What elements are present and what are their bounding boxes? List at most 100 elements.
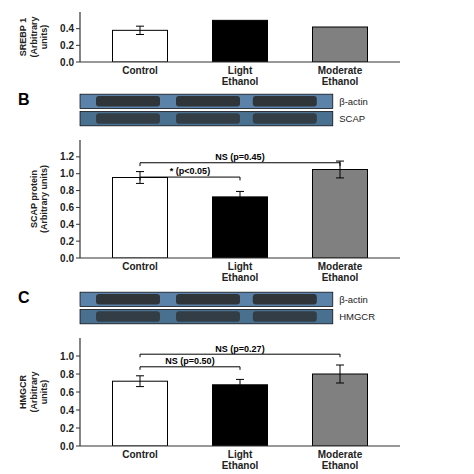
x-tick-label-line: Moderate	[318, 261, 363, 272]
x-tick-label-line: Ethanol	[222, 76, 259, 87]
y-tick-label: 1.2	[60, 151, 74, 162]
error-cap	[236, 202, 244, 203]
bracket-line	[140, 367, 240, 370]
y-tick-label: 0.6	[60, 387, 74, 398]
blot-label: HMGCR	[339, 311, 375, 322]
bar	[113, 30, 168, 62]
x-tick-label-line: Ethanol	[222, 460, 259, 471]
x-tick-label-line: Light	[228, 261, 253, 272]
error-cap	[136, 171, 144, 172]
blot-strip	[80, 309, 333, 323]
y-axis-label-line: SCAP protein	[29, 170, 39, 228]
bar	[213, 385, 268, 446]
x-tick-label: ModerateEthanol	[318, 65, 363, 87]
x-tick-label: Control	[122, 261, 158, 272]
marks	[113, 354, 368, 446]
y-tick-label: 0.4	[60, 405, 74, 416]
x-tick-label-line: Ethanol	[322, 272, 359, 283]
blot-band	[253, 294, 317, 305]
blot-band	[253, 113, 317, 124]
error-cap	[336, 161, 344, 162]
error-bar	[236, 191, 244, 202]
x-axis	[80, 257, 400, 258]
bar	[113, 178, 168, 258]
x-tick-label-line: Ethanol	[322, 460, 359, 471]
error-bar	[236, 379, 244, 390]
blot-band	[96, 294, 160, 305]
x-tick-label: Control	[122, 449, 158, 460]
error-line	[240, 379, 241, 390]
y-axis	[79, 338, 80, 446]
bar	[213, 20, 268, 62]
y-axis-label-line: SREBP 1	[18, 18, 28, 56]
chart-root: 0.00.20.4ControlLightEthanolModerateEtha…	[0, 0, 474, 474]
y-tick-label: 0.2	[60, 40, 74, 51]
blot-panel: β-actinHMGCRC	[18, 289, 375, 324]
error-cap	[136, 386, 144, 387]
bracket-label: * (p<0.05)	[170, 166, 210, 176]
y-tick-label: 0.4	[60, 23, 74, 34]
bracket-label: NS (p=0.45)	[215, 152, 264, 162]
bar	[313, 27, 368, 62]
x-tick-label-line: Control	[122, 65, 158, 76]
error-cap	[336, 365, 344, 366]
error-line	[140, 376, 141, 387]
error-cap	[236, 390, 244, 391]
marks	[113, 161, 368, 258]
y-axis-label-line: (Arbitrary units)	[39, 165, 49, 233]
x-tick-label: LightEthanol	[222, 261, 259, 283]
significance-bracket	[140, 367, 240, 370]
bar	[213, 197, 268, 258]
error-cap	[336, 177, 344, 178]
significance-bracket	[140, 177, 240, 180]
marks	[113, 20, 368, 62]
error-line	[340, 365, 341, 383]
error-bar	[136, 376, 144, 387]
error-line	[240, 191, 241, 202]
error-line	[140, 26, 141, 34]
y-tick-label: 0.6	[60, 202, 74, 213]
bracket-label: NS (p=0.27)	[215, 344, 264, 354]
blot-label: β-actin	[339, 294, 368, 305]
x-tick-label-line: Moderate	[318, 449, 363, 460]
y-axis-label: SREBP 1(Arbitraryunits)	[18, 16, 49, 57]
error-bar	[336, 365, 344, 383]
blot-band	[96, 113, 160, 124]
error-bar	[136, 26, 144, 34]
x-tick-label: ModerateEthanol	[318, 261, 363, 283]
blot-band	[96, 311, 160, 322]
error-cap	[236, 379, 244, 380]
x-tick-label-line: Light	[228, 449, 253, 460]
y-tick-label: 1.0	[60, 168, 74, 179]
blot-band	[96, 96, 160, 107]
y-axis-label-line: units)	[39, 380, 49, 405]
error-cap	[336, 383, 344, 384]
bar	[313, 170, 368, 259]
blot-strip	[80, 111, 333, 125]
y-axis-label: HMGCR(Arbitraryunits)	[18, 371, 49, 412]
bar	[313, 374, 368, 446]
y-tick-label: 0.8	[60, 369, 74, 380]
x-tick-label: Control	[122, 65, 158, 76]
error-cap	[136, 26, 144, 27]
y-axis	[79, 12, 80, 62]
x-axis	[80, 61, 400, 62]
blot-band	[176, 96, 240, 107]
x-axis	[80, 445, 400, 446]
blot-band	[176, 113, 240, 124]
blot-band	[253, 96, 317, 107]
x-tick-label-line: Control	[122, 449, 158, 460]
x-tick-label: LightEthanol	[222, 65, 259, 87]
blot-band	[176, 311, 240, 322]
y-tick-label: 0.2	[60, 423, 74, 434]
error-cap	[136, 375, 144, 376]
blot-label: β-actin	[339, 96, 368, 107]
y-axis-label: SCAP protein(Arbitrary units)	[29, 165, 49, 233]
y-axis-label-line: HMGCR	[18, 375, 28, 409]
x-tick-label-line: Ethanol	[222, 272, 259, 283]
x-tick-label-line: Ethanol	[322, 76, 359, 87]
error-cap	[136, 183, 144, 184]
y-tick-label: 1.0	[60, 351, 74, 362]
x-tick-label-line: Light	[228, 65, 253, 76]
y-tick-label: 0.2	[60, 236, 74, 247]
